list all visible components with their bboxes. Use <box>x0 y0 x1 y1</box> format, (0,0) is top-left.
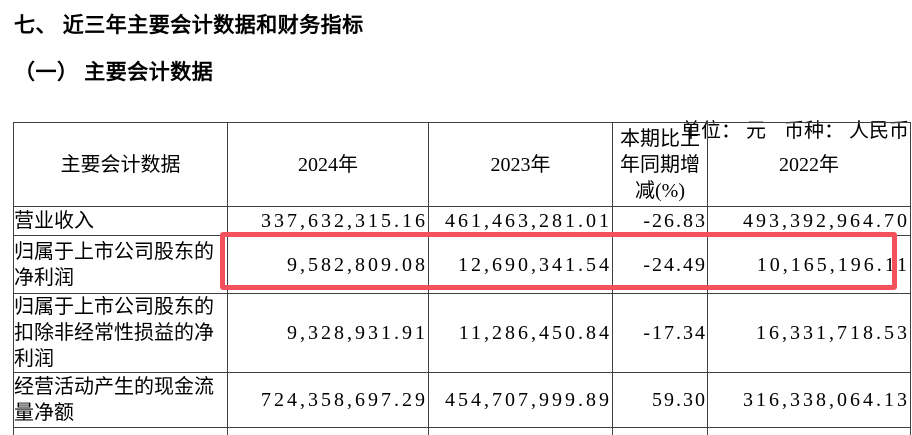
value-2024: 337,632,315.16 <box>227 206 429 236</box>
value-yoy: -24.49 <box>612 235 708 294</box>
table-row-operating-cash-flow: 经营活动产生的现金流量净额 724,358,697.29 454,707,999… <box>13 372 911 428</box>
value-2023: 461,463,281.01 <box>428 206 613 236</box>
col-header-2023: 2023年 <box>428 122 613 207</box>
col-header-yoy: 本期比上年同期增减(%) <box>612 122 708 207</box>
value-2022: 493,392,964.70 <box>707 206 911 236</box>
table-row-clipped <box>13 427 911 435</box>
metric-label: 归属于上市公司股东的净利润 <box>13 235 228 294</box>
section-title: 七、 近三年主要会计数据和财务指标 <box>14 13 364 37</box>
table-row-net-profit: 归属于上市公司股东的净利润 9,582,809.08 12,690,341.54… <box>13 235 911 294</box>
table-row-net-profit-excl-nonrecurring: 归属于上市公司股东的扣除非经常性损益的净利润 9,328,931.91 11,2… <box>13 293 911 373</box>
table-row-revenue: 营业收入 337,632,315.16 461,463,281.01 -26.8… <box>13 206 911 236</box>
value-yoy: 59.30 <box>612 372 708 428</box>
metric-label: 归属于上市公司股东的扣除非经常性损益的净利润 <box>13 293 228 373</box>
metric-label: 营业收入 <box>13 206 228 236</box>
value-yoy: -26.83 <box>612 206 708 236</box>
metric-label: 经营活动产生的现金流量净额 <box>13 372 228 428</box>
value-2022: 316,338,064.13 <box>707 372 911 428</box>
metric-label <box>13 427 228 435</box>
value-2024: 724,358,697.29 <box>227 372 429 428</box>
col-header-yoy-text: 本期比上年同期增减(%) <box>620 127 700 202</box>
col-header-metric: 主要会计数据 <box>13 122 228 207</box>
col-header-2024: 2024年 <box>227 122 429 207</box>
value-2024: 9,328,931.91 <box>227 293 429 373</box>
value-2022: 16,331,718.53 <box>707 293 911 373</box>
accounting-data-table: 主要会计数据 2024年 2023年 本期比上年同期增减(%) 2022年 营业… <box>13 122 911 435</box>
subsection-title: （一） 主要会计数据 <box>14 60 214 84</box>
value-2022: 10,165,196.11 <box>707 235 911 294</box>
value-2024: 9,582,809.08 <box>227 235 429 294</box>
table-header-row: 主要会计数据 2024年 2023年 本期比上年同期增减(%) 2022年 <box>13 122 911 207</box>
col-header-2022: 2022年 <box>707 122 911 207</box>
value-2023: 12,690,341.54 <box>428 235 613 294</box>
value-yoy: -17.34 <box>612 293 708 373</box>
value-2023: 11,286,450.84 <box>428 293 613 373</box>
value-2023: 454,707,999.89 <box>428 372 613 428</box>
